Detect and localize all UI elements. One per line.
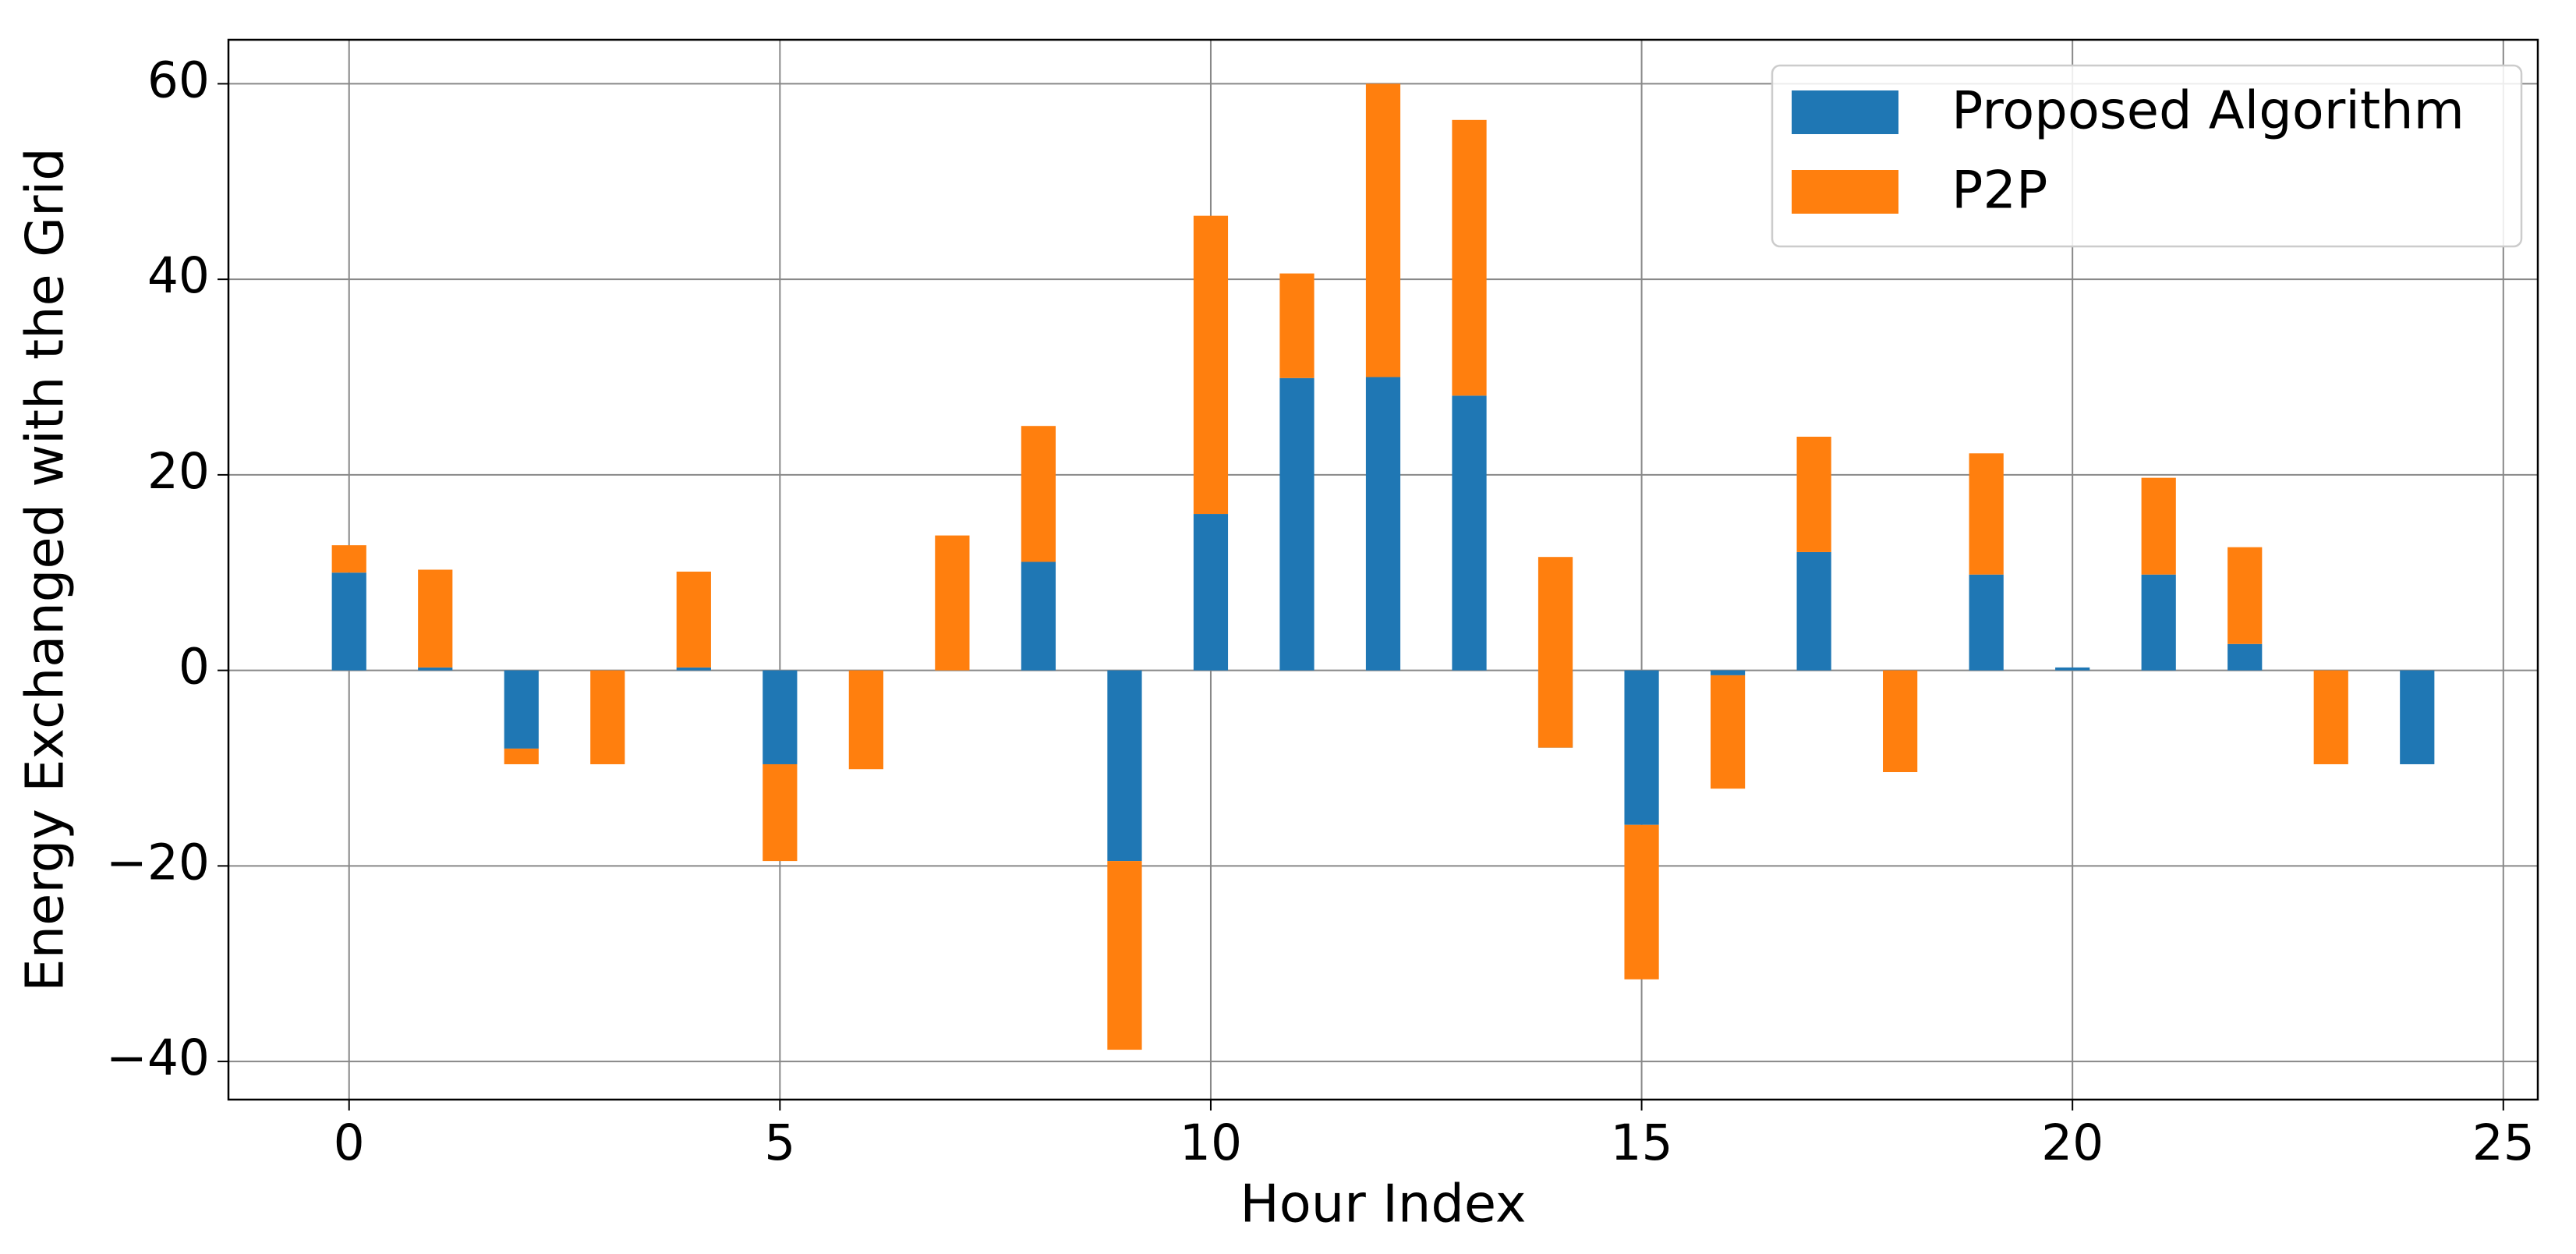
bar [848,670,883,770]
x-tick-label: 5 [764,1114,795,1171]
bar [935,535,970,671]
bar [1796,551,1831,671]
bar [1537,557,1573,748]
y-axis-label: Energy Exchanged with the Grid [15,147,76,991]
bar [676,572,711,668]
bar [331,572,366,671]
y-tick-label: 40 [147,247,210,304]
bar [1710,675,1746,789]
bar [504,670,539,749]
bar [676,667,711,671]
bar [1710,670,1746,675]
bar [1365,83,1401,377]
bar [2141,477,2176,575]
y-tick-label: −20 [106,834,210,891]
bar [1365,377,1401,671]
plot-frame [227,38,2539,1101]
legend-label: Proposed Algorithm [1951,80,2465,141]
bar [2313,670,2348,764]
y-tick-label: 0 [179,639,210,696]
legend-box [1771,64,2523,248]
bar [1107,670,1142,862]
bar [2400,670,2435,764]
bar [1021,426,1056,562]
x-tick-label: 25 [2472,1114,2535,1171]
bar [2227,643,2263,671]
bar [590,670,625,764]
legend-label: P2P [1951,160,2047,221]
bar [418,667,453,671]
x-tick-label: 20 [2041,1114,2104,1171]
bar [504,748,539,764]
bar [1107,861,1142,1050]
bar [1969,453,2004,575]
bar [763,670,798,764]
bar [1452,395,1487,671]
bar [1021,561,1056,671]
bar [1279,377,1315,671]
y-tick-label: 60 [147,51,210,108]
bar [1624,824,1659,979]
bar [1883,670,1918,773]
bar [331,545,366,573]
bar [2141,574,2176,671]
y-tick-label: −40 [106,1029,210,1086]
bar [1452,119,1487,396]
legend-swatch [1792,90,1898,134]
x-tick-label: 15 [1610,1114,1672,1171]
bar [1624,670,1659,825]
x-tick-label: 0 [334,1114,365,1171]
bar [1193,215,1229,515]
bar [1796,436,1831,552]
bar [1969,574,2004,671]
bar [1193,514,1229,671]
x-axis-label: Hour Index [1240,1174,1526,1235]
bar [418,569,453,668]
bar [2055,667,2090,671]
bar [1279,273,1315,378]
y-tick-label: 20 [147,443,210,500]
legend-swatch [1792,170,1898,214]
x-tick-label: 10 [1180,1114,1242,1171]
bar [2227,547,2263,644]
bar [763,763,798,862]
